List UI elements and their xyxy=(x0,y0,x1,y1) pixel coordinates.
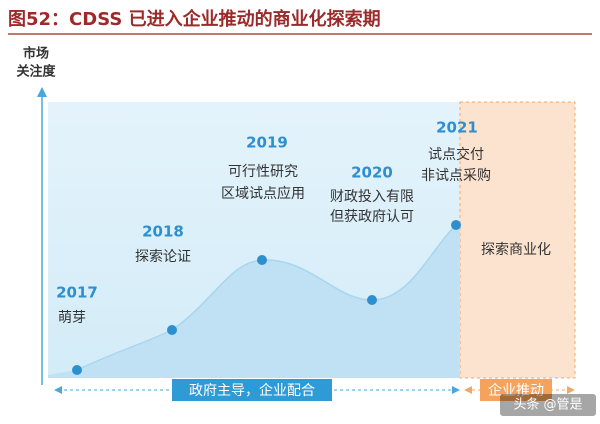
axis-label: 市场 xyxy=(23,46,49,62)
stage-point xyxy=(257,255,267,265)
stage-text: 区域试点应用 xyxy=(221,185,305,202)
stage-year: 2021 xyxy=(436,119,478,137)
stage-text: 但获政府认可 xyxy=(330,209,414,225)
stage-text: 可行性研究 xyxy=(228,164,298,180)
y-axis-arrow xyxy=(37,87,47,97)
stage-point xyxy=(367,295,377,305)
stage-text: 财政投入有限 xyxy=(330,189,414,205)
phase-box xyxy=(480,379,552,401)
watermark-bg xyxy=(500,394,596,416)
stage-text: 萌芽 xyxy=(58,310,86,326)
watermark: 头条 @管是 xyxy=(513,397,582,413)
stage-point xyxy=(167,325,177,335)
trend-area xyxy=(48,222,460,378)
phase-arrow xyxy=(567,386,575,394)
phase-arrow xyxy=(464,386,472,394)
stage-year: 2019 xyxy=(246,134,288,152)
phase-arrow xyxy=(452,386,460,394)
stage-point xyxy=(72,365,82,375)
stage-year: 2018 xyxy=(142,223,184,241)
phase-arrow xyxy=(54,386,62,394)
title: 图52：CDSS 已进入企业推动的商业化探索期 xyxy=(8,8,381,30)
region-label: 探索商业化 xyxy=(481,241,551,258)
phase-label: 政府主导，企业配合 xyxy=(189,382,315,399)
stage-year: 2020 xyxy=(351,164,393,182)
stage-point xyxy=(451,220,461,230)
phase-label: 企业推动 xyxy=(488,382,544,399)
stage-year: 2017 xyxy=(56,284,98,302)
enterprise-region xyxy=(459,101,576,379)
axis-label: 关注度 xyxy=(16,64,56,80)
stage-text: 试点交付 xyxy=(428,146,484,163)
phase-box xyxy=(172,379,332,401)
stage-text: 非试点采购 xyxy=(421,168,491,184)
stage-text: 探索论证 xyxy=(135,248,191,265)
